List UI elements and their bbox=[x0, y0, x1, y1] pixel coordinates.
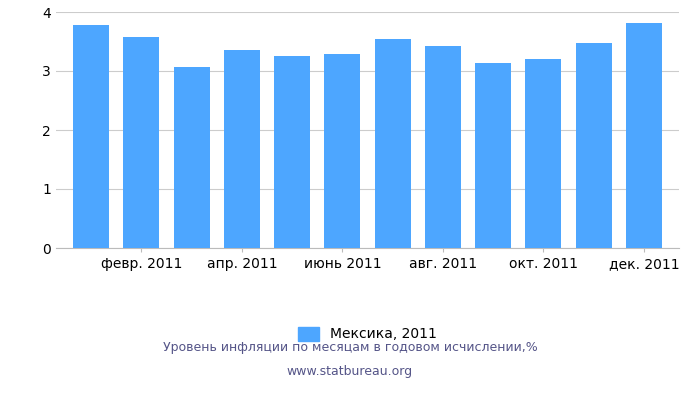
Bar bbox=[274, 56, 310, 248]
Bar bbox=[475, 63, 511, 248]
Bar bbox=[575, 43, 612, 248]
Bar bbox=[425, 46, 461, 248]
Bar bbox=[324, 54, 360, 248]
Bar bbox=[626, 23, 662, 248]
Text: www.statbureau.org: www.statbureau.org bbox=[287, 366, 413, 378]
Bar bbox=[174, 68, 210, 248]
Bar bbox=[224, 50, 260, 248]
Legend: Мексика, 2011: Мексика, 2011 bbox=[293, 321, 442, 347]
Bar bbox=[123, 37, 160, 248]
Text: Уровень инфляции по месяцам в годовом исчислении,%: Уровень инфляции по месяцам в годовом ис… bbox=[162, 342, 538, 354]
Bar bbox=[525, 59, 561, 248]
Bar bbox=[374, 38, 411, 248]
Bar bbox=[73, 25, 109, 248]
